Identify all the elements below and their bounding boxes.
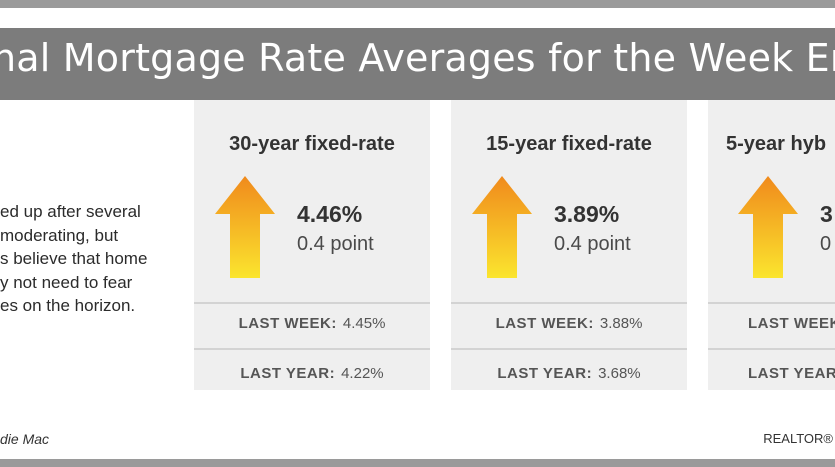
card-title: 5-year hyb xyxy=(726,133,827,155)
last-week-row: LAST WEEK: 3.88% xyxy=(451,315,687,332)
last-year-label: LAST YEAR xyxy=(748,365,835,382)
page-title: nal Mortgage Rate Averages for the Week … xyxy=(0,36,835,80)
rate-card-5-year-hybrid: 5-year hyb 3 0 LAST WEEK LAST YEAR xyxy=(708,100,835,390)
current-rate: 3.89% xyxy=(554,201,620,227)
last-week-value: 4.45% xyxy=(342,315,386,332)
rate-card-15-year: 15-year fixed-rate 3.89% 0.4 point LAST … xyxy=(451,100,687,390)
source-credit: die Mac xyxy=(0,431,50,447)
divider xyxy=(708,348,835,350)
up-arrow-icon xyxy=(472,176,532,278)
card-title: 15-year fixed-rate xyxy=(486,133,652,155)
rate-change: 0 xyxy=(820,233,832,255)
top-stripe xyxy=(0,0,835,8)
brand-mark: REALTOR® xyxy=(763,431,833,446)
last-week-label: LAST WEEK: xyxy=(238,315,337,332)
card-title: 30-year fixed-rate xyxy=(229,133,395,155)
rate-change: 0.4 point xyxy=(554,233,631,255)
intro-line: ed up after several xyxy=(0,202,141,221)
last-week-value: 3.88% xyxy=(599,315,643,332)
divider xyxy=(194,302,430,304)
divider xyxy=(708,302,835,304)
divider xyxy=(194,348,430,350)
intro-line: es on the horizon. xyxy=(0,296,136,315)
bottom-stripe xyxy=(0,459,835,467)
last-year-label: LAST YEAR: xyxy=(240,365,336,382)
last-year-row: LAST YEAR: 4.22% xyxy=(194,365,430,382)
intro-line: y not need to fear xyxy=(0,272,133,292)
up-arrow-icon xyxy=(215,176,275,278)
up-arrow-icon xyxy=(738,176,798,278)
divider xyxy=(451,348,687,350)
last-year-value: 3.68% xyxy=(598,365,641,382)
intro-line: moderating, but xyxy=(0,225,119,245)
last-year-row: LAST YEAR: 3.68% xyxy=(451,365,687,382)
rate-change: 0.4 point xyxy=(297,233,374,255)
title-banner: nal Mortgage Rate Averages for the Week … xyxy=(0,28,835,100)
last-week-row: LAST WEEK xyxy=(748,315,835,332)
last-year-value: 4.22% xyxy=(341,365,384,382)
current-rate: 3 xyxy=(820,201,833,227)
last-week-row: LAST WEEK: 4.45% xyxy=(194,315,430,332)
current-rate: 4.46% xyxy=(297,201,363,227)
last-year-label: LAST YEAR: xyxy=(497,365,593,382)
intro-line: s believe that home xyxy=(0,249,148,268)
intro-text: ed up after several moderating, but s be… xyxy=(0,200,190,318)
last-week-label: LAST WEEK xyxy=(748,315,835,332)
divider xyxy=(451,302,687,304)
last-year-row: LAST YEAR xyxy=(748,365,835,382)
last-week-label: LAST WEEK: xyxy=(495,315,594,332)
rate-card-30-year: 30-year fixed-rate 4.46% 0.4 point LAST … xyxy=(194,100,430,390)
